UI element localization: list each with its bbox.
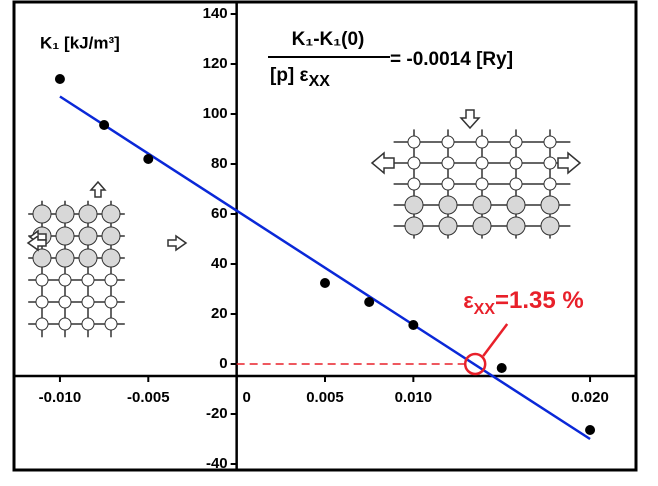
- lattice-atom: [439, 196, 457, 214]
- lattice-atom: [79, 205, 97, 223]
- lattice-atom: [56, 227, 74, 245]
- lattice-atom: [36, 274, 48, 286]
- y-tick-label: 40: [211, 255, 228, 272]
- lattice-atom: [36, 318, 48, 330]
- lattice-atom: [82, 296, 94, 308]
- formula-numerator: K₁-K₁(0): [292, 29, 365, 50]
- y-tick-label: 20: [211, 305, 228, 322]
- data-point: [585, 425, 595, 435]
- lattice-atom: [56, 249, 74, 267]
- lattice-atom: [405, 217, 423, 235]
- y-tick-label: 80: [211, 155, 228, 172]
- data-point: [143, 154, 153, 164]
- arrow: [168, 236, 186, 250]
- lattice-atom: [408, 136, 420, 148]
- lattice-atom: [442, 178, 454, 190]
- data-point: [497, 363, 507, 373]
- lattice-atom: [439, 217, 457, 235]
- lattice-atom: [56, 205, 74, 223]
- lattice-atom: [442, 157, 454, 169]
- lattice-atom: [544, 136, 556, 148]
- arrow: [461, 110, 479, 128]
- formula-denominator-sub: XX: [309, 73, 331, 90]
- lattice-atom: [544, 178, 556, 190]
- lattice-atom: [59, 296, 71, 308]
- lattice-atom: [105, 296, 117, 308]
- annotation-text: εXX=1.35 %: [463, 287, 584, 318]
- arrow: [372, 153, 394, 173]
- annotation-value: =1.35 %: [495, 287, 584, 314]
- lattice-atom: [102, 227, 120, 245]
- lattice-atom: [473, 196, 491, 214]
- lattice-atom: [541, 217, 559, 235]
- lattice-atom: [33, 249, 51, 267]
- y-tick-label: 140: [203, 5, 228, 22]
- lattice-atom: [102, 205, 120, 223]
- lattice-atom: [507, 196, 525, 214]
- lattice-atom: [79, 249, 97, 267]
- y-tick-label: 60: [211, 205, 228, 222]
- formula-denominator-main: [p] ε: [270, 65, 309, 86]
- lattice-atom: [79, 227, 97, 245]
- lattice-atom: [541, 196, 559, 214]
- y-tick-label: -40: [206, 455, 228, 472]
- data-point: [320, 278, 330, 288]
- annotation-symbol: ε: [463, 288, 474, 313]
- lattice-atom: [510, 178, 522, 190]
- data-point: [99, 120, 109, 130]
- data-point: [55, 74, 65, 84]
- x-tick-label: 0.005: [306, 389, 344, 406]
- x-tick-label: 0: [242, 389, 250, 406]
- x-tick-label: -0.010: [39, 389, 82, 406]
- lattice-atom: [510, 157, 522, 169]
- annotation-subscript: XX: [474, 301, 496, 318]
- lattice-atom: [473, 217, 491, 235]
- lattice-atom: [408, 157, 420, 169]
- y-tick-label: -20: [206, 405, 228, 422]
- lattice-atom: [476, 157, 488, 169]
- lattice-atom: [442, 136, 454, 148]
- formula-denominator: [p] εXX: [270, 65, 330, 90]
- y-tick-label: 100: [203, 105, 228, 122]
- lattice-atom: [82, 318, 94, 330]
- fit-line: [60, 97, 590, 440]
- chart: -40 -20 0 20 40 60 80 100 120 140 -0.010 -0.005 0 0.0…: [0, 0, 658, 481]
- lattice-atom: [510, 136, 522, 148]
- data-point: [408, 320, 418, 330]
- x-tick-label: -0.005: [127, 389, 170, 406]
- lattice: [28, 201, 125, 337]
- formula-result: = -0.0014 [Ry]: [390, 49, 513, 70]
- lattice-atom: [33, 205, 51, 223]
- lattice-atom: [82, 274, 94, 286]
- arrow: [91, 182, 105, 197]
- y-tick-label: 120: [203, 55, 228, 72]
- lattice: [394, 129, 571, 238]
- y-tick-label: 0: [219, 355, 227, 372]
- lattice-atom: [544, 157, 556, 169]
- y-axis-label: K₁ [kJ/m³]: [40, 33, 120, 52]
- lattice-atom: [59, 274, 71, 286]
- data-point: [364, 297, 374, 307]
- lattice-atom: [36, 296, 48, 308]
- x-tick-label: 0.010: [395, 389, 433, 406]
- lattice-atom: [476, 178, 488, 190]
- lattice-atom: [105, 318, 117, 330]
- x-tick-label: 0.020: [571, 389, 609, 406]
- lattice-atom: [59, 318, 71, 330]
- lattice-atom: [405, 196, 423, 214]
- lattice-atom: [476, 136, 488, 148]
- annotation-pointer: [483, 324, 507, 356]
- lattice-atom: [507, 217, 525, 235]
- lattice-atom: [105, 274, 117, 286]
- lattice-atom: [102, 249, 120, 267]
- lattice-atom: [408, 178, 420, 190]
- arrow: [558, 153, 580, 173]
